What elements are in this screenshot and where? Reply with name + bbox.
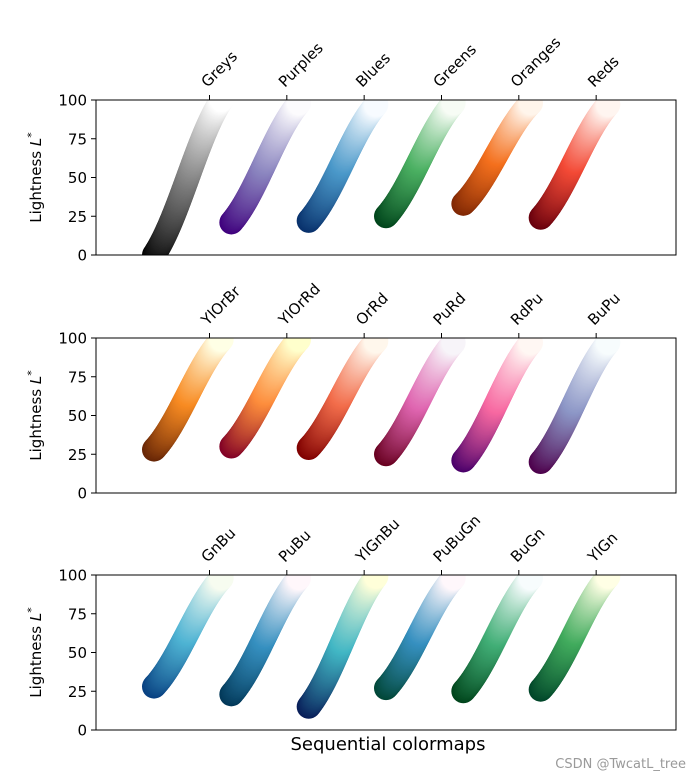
y-tick-label: 25 <box>68 683 87 701</box>
point <box>209 100 234 112</box>
point <box>596 100 621 117</box>
y-tick-label: 75 <box>68 368 87 386</box>
series-YlGn <box>528 575 621 702</box>
series-YlGnBu <box>296 575 389 719</box>
point <box>519 575 543 591</box>
point <box>209 575 234 591</box>
y-axis-label: Lightness L* <box>25 607 46 698</box>
y-tick-label: 0 <box>77 722 87 740</box>
y-tick-label: 0 <box>77 247 87 265</box>
series-GnBu <box>142 575 234 699</box>
point <box>209 338 234 352</box>
colormap-label-BuPu: BuPu <box>584 289 624 329</box>
colormap-label-Purples: Purples <box>275 39 327 91</box>
panel-3: 0 25 50 75 100 GnBu PuBu YlGnBu PuBuGn BuGn YlGn Li… <box>25 511 677 755</box>
y-tick-label: 75 <box>68 130 87 148</box>
watermark: CSDN @TwcatL_tree <box>555 757 686 772</box>
point <box>519 338 543 355</box>
series-YlOrRd <box>219 338 311 459</box>
series-BuPu <box>528 338 621 474</box>
point <box>364 575 389 589</box>
point <box>287 338 311 352</box>
colormap-label-GnBu: GnBu <box>198 524 240 566</box>
series-Purples <box>219 100 311 235</box>
curves-2 <box>142 338 621 474</box>
point <box>364 338 389 354</box>
point <box>596 575 621 589</box>
y-tick-label: 50 <box>68 644 87 662</box>
colormap-label-Greens: Greens <box>430 40 481 91</box>
colormap-label-YlGn: YlGn <box>584 529 622 567</box>
colormap-label-Blues: Blues <box>352 49 394 91</box>
series-PuBuGn <box>374 575 466 701</box>
curves-1 <box>142 100 621 255</box>
series-Greens <box>374 100 466 229</box>
series-Oranges <box>451 100 543 216</box>
colormap-label-OrRd: OrRd <box>352 289 392 329</box>
y-tick-label: 100 <box>58 92 87 110</box>
y-axis-label: Lightness L* <box>25 370 46 461</box>
point <box>287 100 311 116</box>
point <box>441 338 466 355</box>
panel-1: 0 25 50 75 100 Greys Purples Blues Greens Oranges… <box>25 33 677 265</box>
colormap-label-Greys: Greys <box>198 47 242 91</box>
point <box>287 575 311 591</box>
point <box>441 100 466 116</box>
y-tick-label: 75 <box>68 605 87 623</box>
point <box>596 338 621 355</box>
y-tick-label: 25 <box>68 208 87 226</box>
y-tick-label: 25 <box>68 446 87 464</box>
colormap-label-RdPu: RdPu <box>507 289 547 329</box>
point <box>364 100 389 117</box>
y-tick-label: 100 <box>58 330 87 348</box>
y-tick-label: 50 <box>68 407 87 425</box>
series-BuGn <box>451 575 543 704</box>
colormap-label-PuBuGn: PuBuGn <box>430 511 485 566</box>
y-axis-label: Lightness L* <box>25 132 46 223</box>
colormap-label-PuRd: PuRd <box>430 289 470 329</box>
colormap-label-Reds: Reds <box>584 52 623 91</box>
series-YlOrBr <box>142 338 234 462</box>
series-OrRd <box>296 338 389 461</box>
series-Reds <box>528 100 621 230</box>
colormap-label-YlGnBu: YlGnBu <box>352 515 404 567</box>
series-Greys <box>142 100 234 255</box>
colormap-label-BuGn: BuGn <box>507 524 549 566</box>
series-RdPu <box>451 338 543 473</box>
colormap-label-Oranges: Oranges <box>507 33 565 91</box>
colormap-label-YlOrBr: YlOrBr <box>197 282 245 330</box>
y-tick-label: 50 <box>68 169 87 187</box>
y-tick-label: 0 <box>77 485 87 503</box>
y-tick-label: 100 <box>58 567 87 585</box>
series-Blues <box>296 100 389 233</box>
panel-2: 0 25 50 75 100 YlOrBr YlOrRd OrRd PuRd RdPu BuPu Li… <box>25 280 677 503</box>
colormap-label-YlOrRd: YlOrRd <box>274 280 324 330</box>
point <box>441 575 466 591</box>
point <box>519 100 543 116</box>
series-PuBu <box>219 575 311 707</box>
colormap-label-PuBu: PuBu <box>275 526 315 566</box>
curves-3 <box>142 575 621 719</box>
series-PuRd <box>374 338 466 467</box>
x-axis-label: Sequential colormaps <box>290 734 485 755</box>
